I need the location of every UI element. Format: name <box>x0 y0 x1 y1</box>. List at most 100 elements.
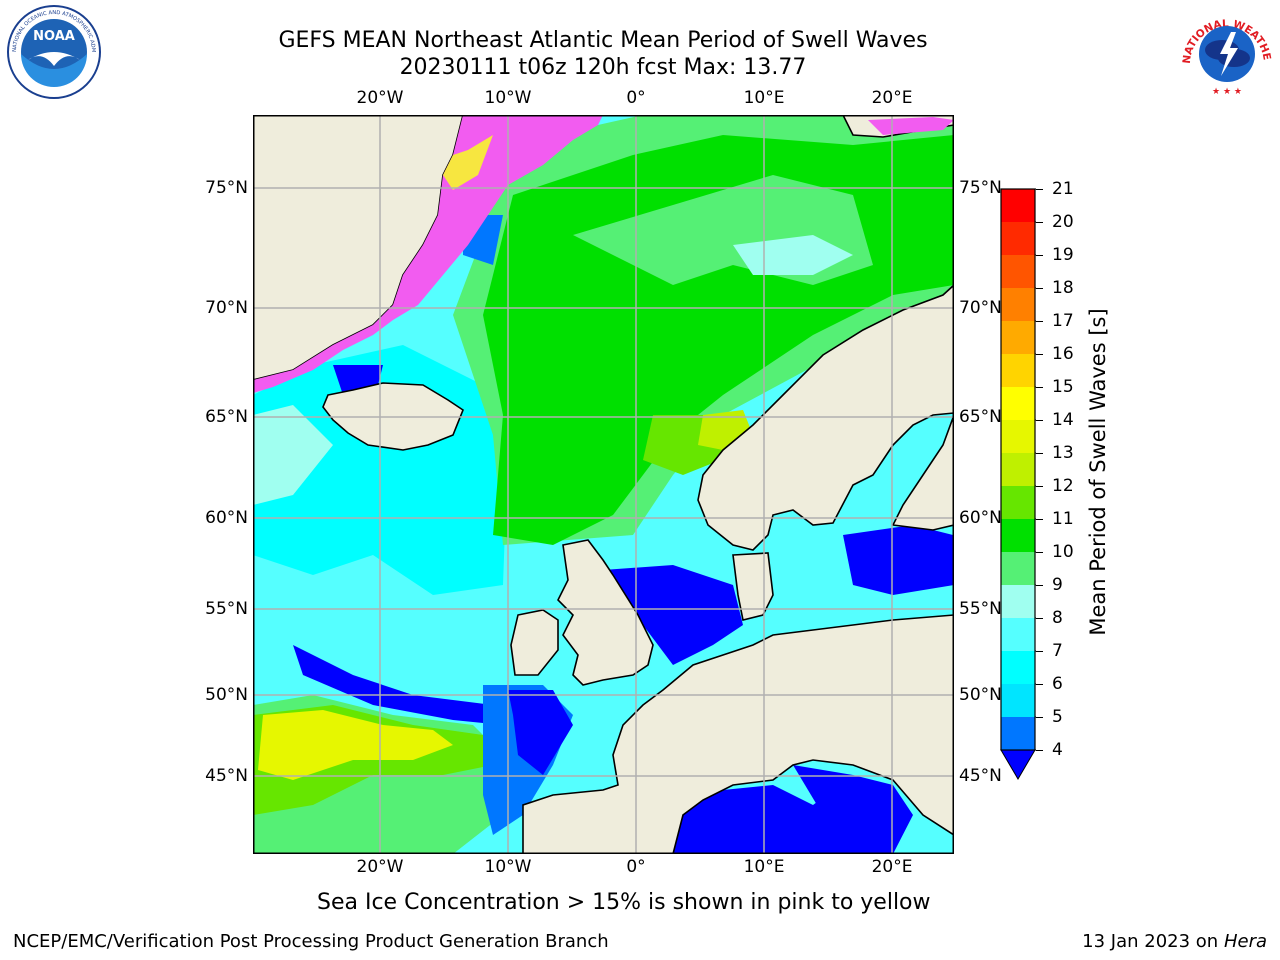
lat-label-left: 70°N <box>205 298 248 318</box>
lon-label-top: 10°W <box>484 88 532 108</box>
colorbar-tick-mark <box>1036 651 1043 652</box>
colorbar-band <box>1001 321 1035 355</box>
svg-text:★ ★ ★: ★ ★ ★ <box>1212 87 1242 97</box>
colorbar-band <box>1001 189 1035 223</box>
lon-label-bottom: 0° <box>626 857 646 877</box>
colorbar-frame <box>1000 188 1036 751</box>
colorbar-tick-mark <box>1036 684 1043 685</box>
colorbar-tick-mark <box>1036 222 1043 223</box>
lat-label-right: 55°N <box>959 599 1002 619</box>
colorbar-tick-mark <box>1036 486 1043 487</box>
lon-label-top: 20°W <box>356 88 404 108</box>
lon-label-top: 0° <box>626 88 646 108</box>
colorbar-band <box>1001 288 1035 322</box>
footer-date-machine: 13 Jan 2023 on Hera <box>1082 931 1267 952</box>
colorbar-band <box>1001 519 1035 553</box>
lat-label-right: 65°N <box>959 407 1002 427</box>
lon-label-bottom: 10°E <box>743 857 785 877</box>
colorbar-tick-mark <box>1036 354 1043 355</box>
map-frame <box>253 115 954 854</box>
colorbar-tick-label: 12 <box>1052 476 1074 496</box>
colorbar-band <box>1001 486 1035 520</box>
colorbar-tick-label: 18 <box>1052 278 1074 298</box>
colorbar-tick-label: 19 <box>1052 245 1074 265</box>
colorbar-bands <box>1000 188 1036 780</box>
colorbar-tick-label: 9 <box>1052 575 1063 595</box>
noaa-logo-text: NOAA <box>33 29 75 44</box>
footer-date: 13 Jan 2023 on <box>1082 931 1224 952</box>
colorbar-tick-mark <box>1036 585 1043 586</box>
colorbar-tick-label: 15 <box>1052 377 1074 397</box>
ireland-land <box>510 609 559 676</box>
lat-label-left: 55°N <box>205 599 248 619</box>
colorbar-tick-label: 14 <box>1052 410 1074 430</box>
colorbar-tick-mark <box>1036 717 1043 718</box>
colorbar-tick-mark <box>1036 750 1043 751</box>
colorbar-tick-mark <box>1036 519 1043 520</box>
graticule <box>253 115 954 854</box>
continental-europe-land <box>522 614 954 854</box>
lat-label-left: 65°N <box>205 407 248 427</box>
lat-label-right: 70°N <box>959 298 1002 318</box>
footer-organization: NCEP/EMC/Verification Post Processing Pr… <box>13 931 609 952</box>
lat-label-left: 60°N <box>205 508 248 528</box>
swell-period-map <box>253 115 954 854</box>
colorbar-band <box>1001 387 1035 421</box>
lon-label-bottom: 20°W <box>356 857 404 877</box>
lat-label-left: 75°N <box>205 178 248 198</box>
colorbar-band <box>1001 651 1035 685</box>
swell-period-field <box>253 115 954 854</box>
colorbar-tick-label: 6 <box>1052 674 1063 694</box>
lat-label-right: 60°N <box>959 508 1002 528</box>
colorbar-tick-mark <box>1036 189 1043 190</box>
colorbar-band <box>1001 585 1035 619</box>
colorbar-tick-label: 17 <box>1052 311 1074 331</box>
colorbar-tick-mark <box>1036 420 1043 421</box>
noaa-logo-icon: NOAA NATIONAL OCEANIC AND ATMOSPHERIC AD… <box>6 4 101 99</box>
colorbar-tick-label: 13 <box>1052 443 1074 463</box>
colorbar-tick-mark <box>1036 453 1043 454</box>
colorbar-tick-mark <box>1036 618 1043 619</box>
colorbar-band <box>1001 420 1035 454</box>
colorbar-extend-min <box>1000 749 1036 780</box>
sea-ice-band <box>253 115 954 393</box>
colorbar-band <box>1001 684 1035 718</box>
colorbar-tick-label: 20 <box>1052 212 1074 232</box>
colorbar-tick-label: 8 <box>1052 608 1063 628</box>
colorbar-band <box>1001 255 1035 289</box>
chart-subtitle-run: 20230111 t06z 120h fcst Max: 13.77 <box>399 55 807 80</box>
lon-label-bottom: 10°W <box>484 857 532 877</box>
colorbar-band <box>1001 453 1035 487</box>
colorbar-tick-mark <box>1036 255 1043 256</box>
great-britain-land <box>557 539 654 686</box>
colorbar-tick-mark <box>1036 552 1043 553</box>
lat-label-left: 45°N <box>205 766 248 786</box>
colorbar-band <box>1001 552 1035 586</box>
colorbar-tick-label: 10 <box>1052 542 1074 562</box>
nws-logo-icon: NATIONAL WEATHER SERVICE ★ ★ ★ <box>1176 4 1273 98</box>
sea-ice-note: Sea Ice Concentration > 15% is shown in … <box>317 890 931 915</box>
colorbar-label: Mean Period of Swell Waves [s] <box>1086 308 1110 636</box>
colorbar-band <box>1001 717 1035 751</box>
lon-label-top: 20°E <box>871 88 913 108</box>
colorbar-tick-mark <box>1036 387 1043 388</box>
footer-machine: Hera <box>1223 931 1267 952</box>
lon-label-top: 10°E <box>743 88 785 108</box>
colorbar-tick-mark <box>1036 321 1043 322</box>
chart-title: GEFS MEAN Northeast Atlantic Mean Period… <box>278 28 928 53</box>
lat-label-right: 75°N <box>959 178 1002 198</box>
lat-label-right: 45°N <box>959 766 1002 786</box>
colorbar-band <box>1001 222 1035 256</box>
colorbar-band <box>1001 354 1035 388</box>
lon-label-bottom: 20°E <box>871 857 913 877</box>
lat-label-left: 50°N <box>205 685 248 705</box>
colorbar-tick-label: 7 <box>1052 641 1063 661</box>
colorbar-tick-label: 4 <box>1052 740 1063 760</box>
colorbar <box>1000 188 1036 780</box>
lat-label-right: 50°N <box>959 685 1002 705</box>
colorbar-tick-label: 11 <box>1052 509 1074 529</box>
colorbar-tick-label: 21 <box>1052 179 1074 199</box>
colorbar-tick-label: 5 <box>1052 707 1063 727</box>
colorbar-tick-label: 16 <box>1052 344 1074 364</box>
colorbar-tick-mark <box>1036 288 1043 289</box>
